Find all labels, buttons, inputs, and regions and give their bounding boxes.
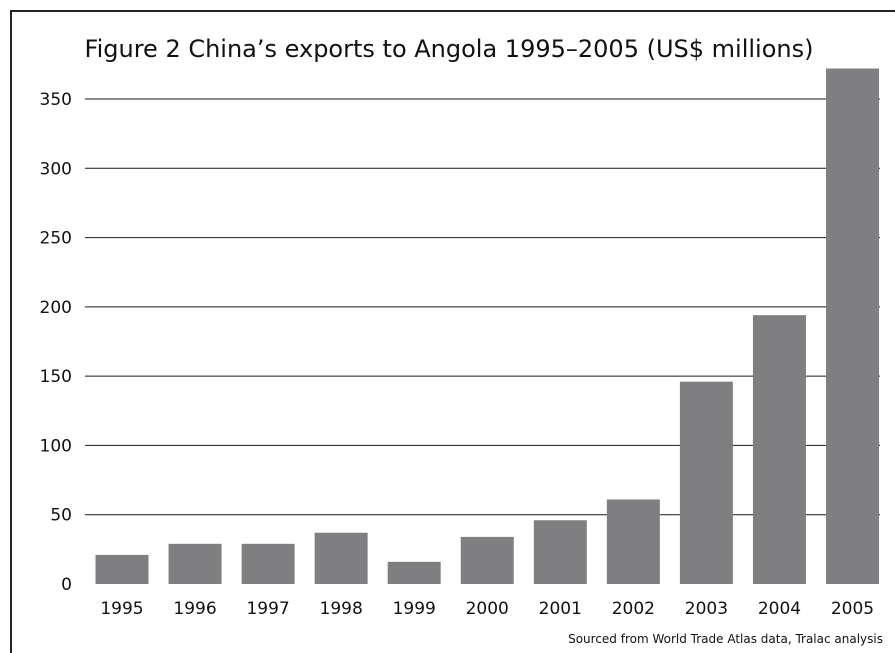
bar-1996 — [168, 543, 222, 584]
bars — [95, 68, 879, 584]
x-tick-label: 2005 — [831, 599, 874, 619]
y-tick-label: 50 — [50, 506, 72, 526]
y-tick-label: 250 — [40, 229, 72, 249]
bar-1997 — [241, 543, 295, 584]
y-tick-label: 300 — [40, 159, 72, 179]
y-tick-label: 200 — [40, 298, 72, 318]
bar-1998 — [314, 532, 368, 584]
x-tick-label: 2002 — [612, 599, 655, 619]
bar-2002 — [606, 499, 660, 584]
x-tick-label: 2004 — [758, 599, 801, 619]
bar-2003 — [679, 381, 733, 584]
bar-1999 — [387, 561, 441, 584]
x-tick-label: 1998 — [320, 599, 363, 619]
x-tick-label: 2003 — [685, 599, 728, 619]
figure-frame — [10, 10, 895, 653]
bar-1995 — [95, 554, 149, 584]
bar-2000 — [460, 536, 514, 584]
bar-2005 — [826, 68, 879, 584]
y-tick-label: 350 — [40, 90, 72, 110]
bar-2001 — [533, 520, 587, 584]
bar-2004 — [752, 315, 806, 584]
x-tick-label: 1995 — [100, 599, 143, 619]
x-axis-ticks: 1995 1996 1997 1998 1999 2000 2001 2002 2003 2004… — [100, 599, 874, 619]
y-tick-label: 0 — [61, 575, 72, 595]
x-tick-label: 1996 — [173, 599, 216, 619]
x-tick-label: 1997 — [246, 599, 289, 619]
source-note: Sourced from World Trade Atlas data, Tra… — [568, 632, 883, 646]
x-tick-label: 1999 — [393, 599, 436, 619]
y-tick-label: 100 — [40, 436, 72, 456]
gridlines — [85, 98, 880, 516]
x-tick-label: 2001 — [539, 599, 582, 619]
x-tick-label: 2000 — [466, 599, 509, 619]
y-tick-label: 150 — [40, 367, 72, 387]
y-axis-ticks: 0 50 100 150 200 250 300 350 — [40, 90, 72, 595]
chart-title: Figure 2 China’s exports to Angola 1995–… — [85, 35, 814, 63]
